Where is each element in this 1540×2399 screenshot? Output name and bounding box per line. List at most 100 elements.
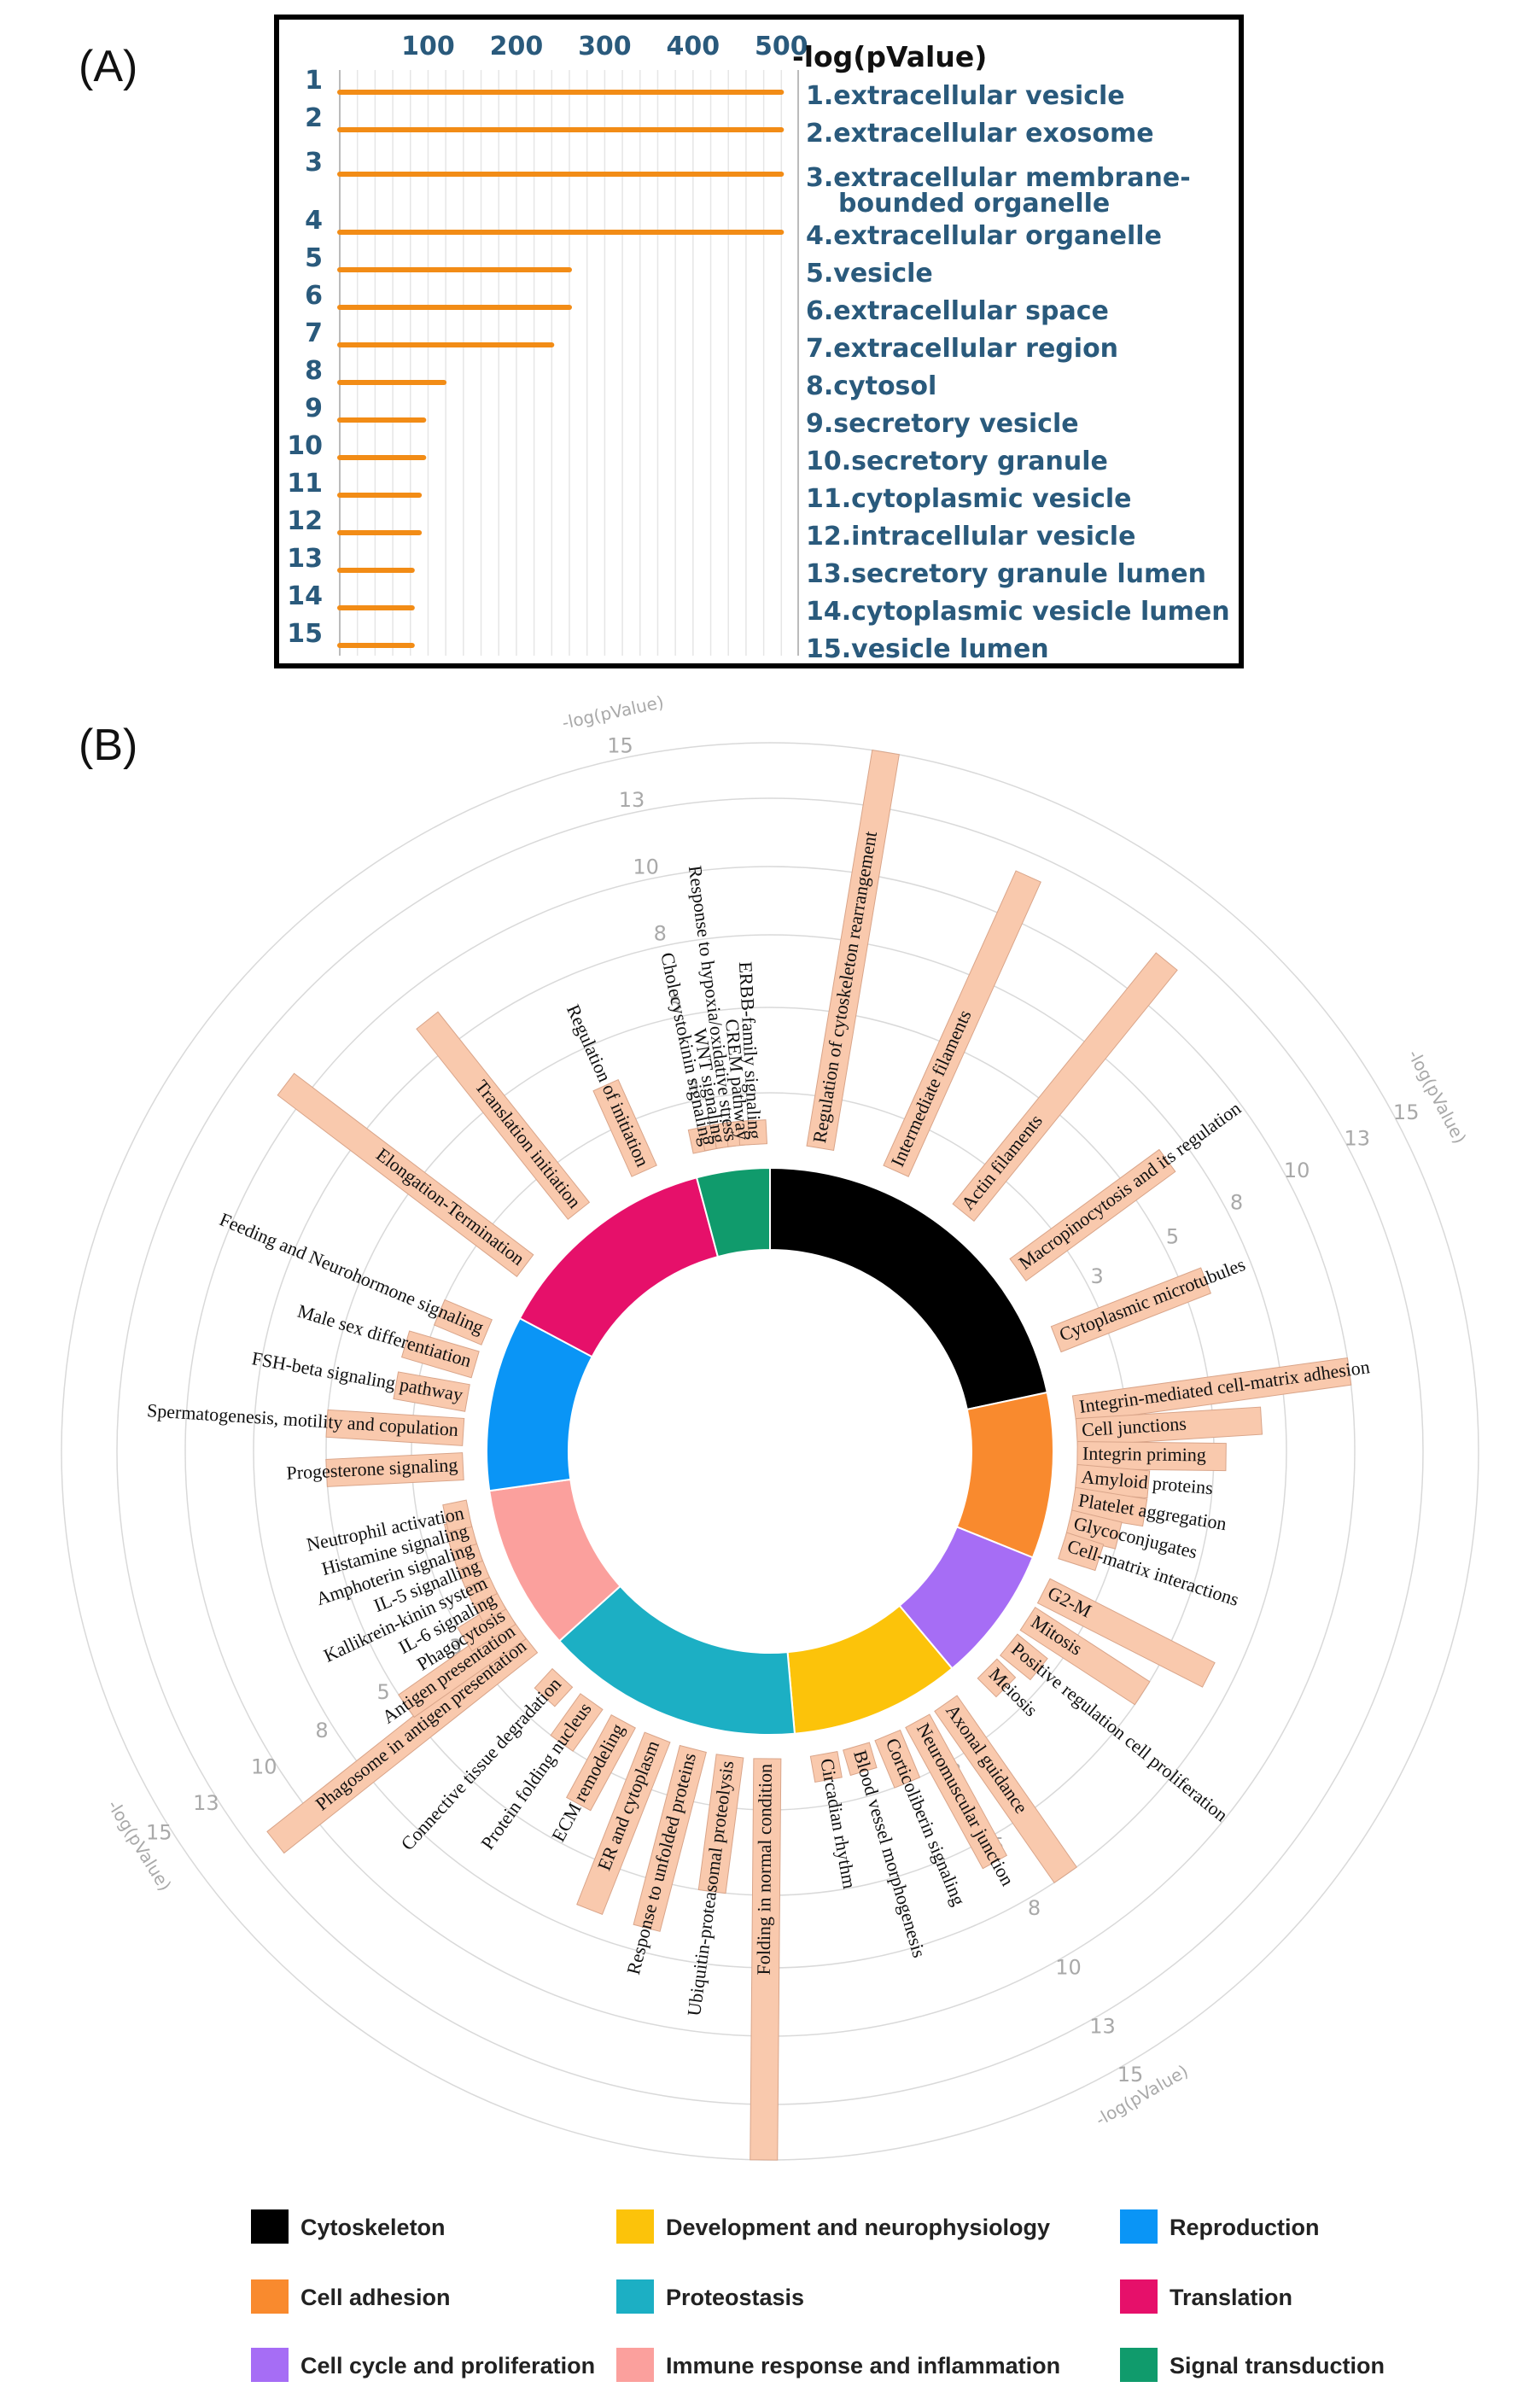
radial-bar [433,1299,493,1345]
radial-ring-label: 10 [251,1754,277,1778]
radial-bar [738,1119,768,1146]
bar-term-label: 6.extracellular space [806,296,1109,326]
radial-bar [750,1758,782,2161]
bar-term-label: bounded organelle [838,189,1110,219]
bar-term-label: 5.vesicle [806,259,933,289]
legend-swatch [1120,2348,1158,2382]
bar-term-label: 14.cytoplasmic vesicle lumen [806,597,1230,627]
bar-term-label: 8.cytosol [806,371,936,401]
radial-bar [1000,1633,1048,1681]
radial-bar [398,1615,527,1719]
legend-swatch [251,2209,289,2244]
radial-bar [565,1714,636,1812]
legend-swatch [251,2348,289,2382]
bar-axis-title: -log(pValue) [792,40,987,73]
bar-term-label: 3.extracellular membrane- [806,163,1191,193]
radial-ring-label: 10 [1055,1955,1082,1979]
radial-ring-label: 8 [1028,1896,1041,1920]
legend-label: Cytoskeleton [300,2215,446,2240]
radial-ring-label: 8 [315,1719,328,1742]
radial-bar [952,952,1178,1222]
radial-bar [1071,1357,1352,1424]
radial-axis-title: -log(pValue) [103,1796,175,1894]
bar-rank-label: 4 [305,206,323,236]
radial-ring-label: 13 [193,1791,219,1815]
bar-rank-label: 5 [305,243,323,273]
radial-bar [400,1330,480,1379]
radial-term-label: Integrin priming [1082,1443,1206,1466]
bar-axis: 100 200 300 400 500 [339,32,808,656]
bar-rank-label: 14 [287,581,323,611]
bar-term-label: 15.vesicle lumen [806,634,1049,664]
legend: Cytoskeleton Development and neurophysiol… [251,2209,1385,2382]
radial-term-label: Circadian rhythm [816,1757,860,1891]
radial-bar [806,749,900,1152]
radial-ring-label: 15 [1393,1100,1420,1124]
radial-bar [325,1409,465,1446]
legend-items: Cytoskeleton Development and neurophysiol… [251,2209,1385,2382]
radial-ring-label: 13 [619,788,645,812]
bar-term-label: 12.intracellular vesicle [806,522,1135,552]
radial-term-label: Elongation-Termination [372,1143,528,1269]
legend-swatch [1120,2209,1158,2244]
radial-ring-label: 10 [633,855,659,878]
radial-ring-labels: 358101315358101315358101315358101315 [146,733,1420,2086]
bar-term-label: 7.extracellular region [806,334,1118,364]
legend-label: Translation [1170,2285,1292,2310]
legend-label: Reproduction [1170,2215,1320,2240]
bar-term-label: 1.extracellular vesicle [806,81,1125,111]
panel-label-a: (A) [79,42,137,91]
radial-term-label: Folding in normal condition [753,1764,776,1976]
radial-bar [934,1695,1077,1884]
radial-bar [1019,1606,1151,1706]
radial-ring-label: 5 [377,1680,390,1704]
legend-label: Development and neurophysiology [666,2215,1050,2240]
radial-term-label: Translation initiation [471,1076,586,1212]
bar-rank-label: 2 [305,103,323,133]
radial-ring-label: 10 [1284,1159,1310,1182]
radial-chart: (B) 358101315358101315358101315358101315… [61,692,1479,2161]
radial-bar [442,1499,473,1532]
radial-ring-label: 15 [607,733,633,757]
radial-term-label: Regulation of cytoskeleton rearrangement [808,830,881,1145]
radial-term-label: Spermatogenesis, motility and copulation [146,1399,458,1440]
radial-bar [550,1693,604,1752]
radial-ring-label: 5 [668,993,681,1017]
radial-bar [809,1751,843,1783]
legend-swatch [1120,2279,1158,2314]
radial-ring-label: 13 [1089,2015,1116,2039]
radial-bar [1009,1148,1176,1281]
radial-ring-label: 5 [1166,1224,1179,1248]
bar-rank-label: 12 [287,506,323,536]
radial-term-label: Cytoplasmic microtubules [1056,1253,1248,1345]
radial-ring-label: 15 [1117,2063,1144,2087]
bar-term-label: 4.extracellular organelle [806,221,1162,251]
radial-group-segment [695,1166,771,1258]
radial-bar [1050,1267,1212,1353]
radial-term-label: Protein folding nucleus [476,1698,596,1853]
radial-bar [843,1742,878,1777]
radial-term-label: Intermediate filaments [886,1007,975,1170]
radial-term-label: Actin filaments [957,1110,1047,1214]
radial-bar [977,1658,1017,1698]
panel-label-b: (B) [79,721,137,770]
bar-rank-label: 11 [287,469,323,499]
bar-rank-label: 15 [287,619,323,649]
bar-tick-label: 500 [755,32,808,61]
radial-bar [1036,1578,1216,1688]
radial-ring-label: 3 [1091,1264,1104,1288]
radial-bar [576,1731,671,1916]
radial-bar [325,1452,464,1487]
bar-tick-label: 100 [401,32,455,61]
radial-group-segment [518,1176,720,1358]
legend-swatch [616,2209,654,2244]
bar-term-label: 10.secretory granule [806,447,1108,476]
bar-tick-label: 400 [667,32,720,61]
radial-ring-label: 8 [654,922,667,946]
bar-tick-label: 300 [578,32,632,61]
radial-axis-title: -log(pValue) [560,692,665,733]
radial-bar [1075,1406,1263,1447]
radial-bar [534,1667,574,1707]
bar-term-label: 11.cytoplasmic vesicle [806,484,1132,514]
bar-term-label: 2.extracellular exosome [806,119,1154,149]
